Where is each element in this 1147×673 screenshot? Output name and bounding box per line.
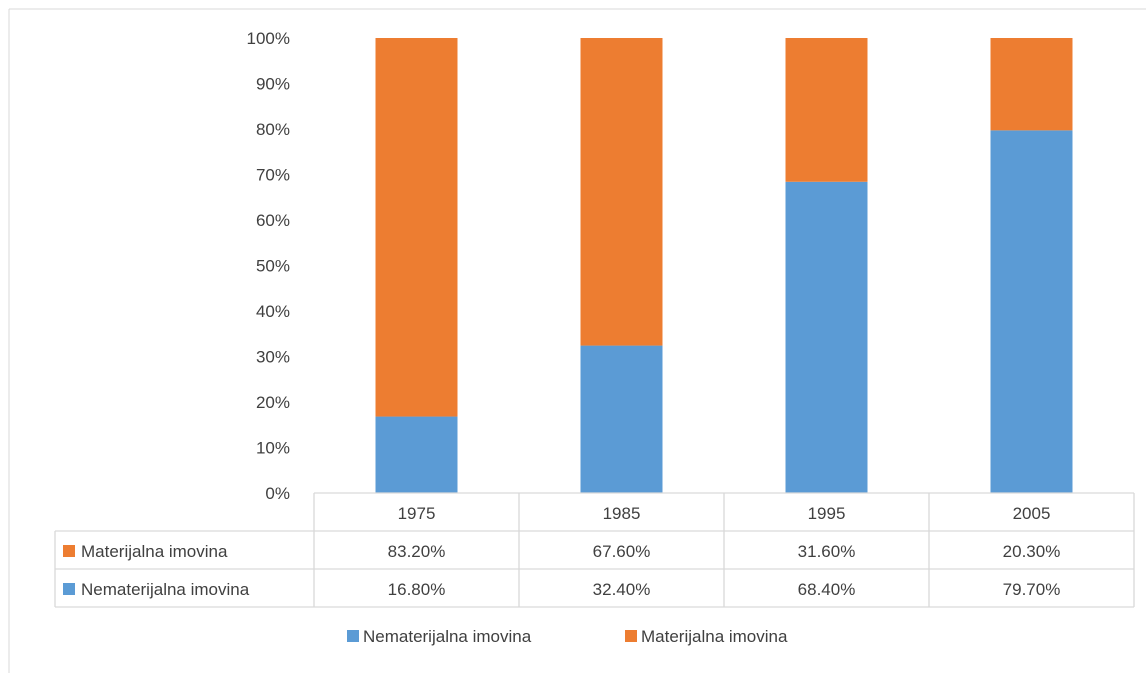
- bar-nematerijalna: [580, 345, 663, 493]
- x-category-label: 1975: [398, 504, 436, 523]
- table-value: 32.40%: [593, 580, 651, 599]
- bar-materijalna: [990, 38, 1073, 131]
- x-category-label: 2005: [1013, 504, 1051, 523]
- y-tick-label: 20%: [256, 393, 290, 412]
- y-tick-label: 50%: [256, 257, 290, 276]
- y-tick-label: 40%: [256, 302, 290, 321]
- bar-nematerijalna: [990, 130, 1073, 494]
- table-value: 68.40%: [798, 580, 856, 599]
- legend-label: Materijalna imovina: [641, 627, 788, 646]
- y-tick-label: 60%: [256, 211, 290, 230]
- table-value: 83.20%: [388, 542, 446, 561]
- bar-nematerijalna: [375, 416, 458, 493]
- bar-nematerijalna: [785, 181, 868, 493]
- y-tick-label: 30%: [256, 348, 290, 367]
- x-category-label: 1985: [603, 504, 641, 523]
- table-legend-key: [63, 583, 75, 595]
- table-legend-key: [63, 545, 75, 557]
- legend-key: [347, 630, 359, 642]
- y-tick-label: 80%: [256, 120, 290, 139]
- y-tick-label: 10%: [256, 439, 290, 458]
- table-value: 67.60%: [593, 542, 651, 561]
- table-row-label: Materijalna imovina: [81, 542, 228, 561]
- table-value: 20.30%: [1003, 542, 1061, 561]
- table-value: 31.60%: [798, 542, 856, 561]
- bar-materijalna: [375, 38, 458, 417]
- bar-materijalna: [580, 38, 663, 346]
- y-tick-label: 0%: [265, 484, 290, 503]
- table-value: 79.70%: [1003, 580, 1061, 599]
- bar-materijalna: [785, 38, 868, 182]
- legend-key: [625, 630, 637, 642]
- table-value: 16.80%: [388, 580, 446, 599]
- y-tick-label: 70%: [256, 166, 290, 185]
- y-tick-label: 90%: [256, 75, 290, 94]
- legend-label: Nematerijalna imovina: [363, 627, 532, 646]
- table-row-label: Nematerijalna imovina: [81, 580, 250, 599]
- y-tick-label: 100%: [247, 29, 290, 48]
- x-category-label: 1995: [808, 504, 846, 523]
